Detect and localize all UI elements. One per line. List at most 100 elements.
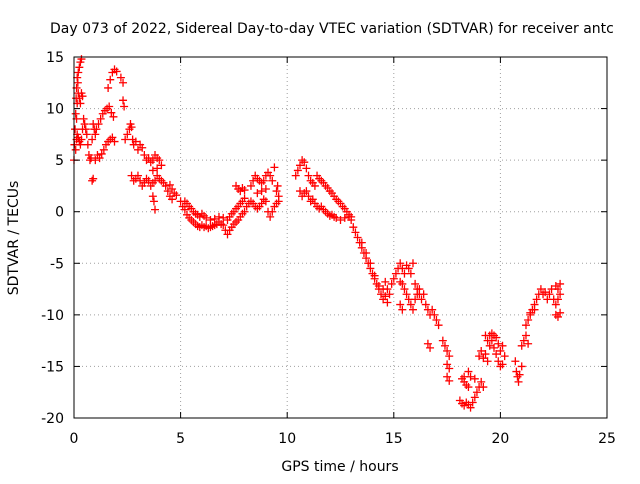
data-point bbox=[536, 285, 545, 294]
data-point bbox=[223, 230, 232, 239]
data-point bbox=[96, 114, 105, 123]
data-points bbox=[70, 55, 565, 412]
data-point bbox=[125, 125, 134, 134]
y-tick-label: 0 bbox=[55, 205, 64, 221]
data-point bbox=[78, 92, 87, 101]
data-point bbox=[106, 75, 115, 84]
data-point bbox=[334, 197, 343, 206]
data-point bbox=[208, 222, 217, 231]
data-point bbox=[71, 109, 80, 118]
data-point bbox=[89, 174, 98, 183]
data-point bbox=[387, 279, 396, 288]
data-point bbox=[368, 269, 377, 278]
data-point bbox=[521, 331, 530, 340]
data-point bbox=[206, 215, 215, 224]
data-point bbox=[92, 125, 101, 134]
data-point bbox=[468, 398, 477, 407]
data-point bbox=[524, 339, 533, 348]
data-point bbox=[127, 123, 136, 132]
data-point bbox=[73, 78, 82, 87]
data-point bbox=[517, 362, 526, 371]
data-point bbox=[144, 154, 153, 163]
data-point bbox=[149, 197, 158, 206]
data-point bbox=[526, 308, 535, 317]
data-point bbox=[142, 174, 151, 183]
data-point bbox=[123, 130, 132, 139]
data-point bbox=[268, 176, 277, 185]
grid-layer bbox=[74, 57, 607, 418]
data-point bbox=[91, 130, 100, 139]
data-point bbox=[77, 135, 86, 144]
data-point bbox=[259, 195, 268, 204]
data-point bbox=[83, 140, 92, 149]
data-point bbox=[240, 207, 249, 216]
data-point bbox=[511, 357, 520, 366]
data-point bbox=[332, 213, 341, 222]
data-point bbox=[492, 350, 501, 359]
data-point bbox=[81, 125, 90, 134]
data-point bbox=[119, 96, 128, 105]
data-point bbox=[121, 135, 130, 144]
data-point bbox=[487, 329, 496, 338]
data-point bbox=[443, 372, 452, 381]
data-point bbox=[496, 346, 505, 355]
data-point bbox=[553, 285, 562, 294]
data-point bbox=[408, 259, 417, 268]
data-point bbox=[383, 298, 392, 307]
data-point bbox=[217, 220, 226, 229]
data-point bbox=[161, 181, 170, 190]
data-point bbox=[532, 295, 541, 304]
data-point bbox=[340, 213, 349, 222]
data-point bbox=[443, 346, 452, 355]
data-point bbox=[402, 290, 411, 299]
data-point bbox=[406, 269, 415, 278]
x-tick-label: 0 bbox=[70, 431, 79, 447]
data-point bbox=[479, 383, 488, 392]
data-point bbox=[347, 215, 356, 224]
data-point bbox=[116, 73, 125, 82]
data-point bbox=[553, 295, 562, 304]
data-point bbox=[556, 290, 565, 299]
data-point bbox=[272, 187, 281, 196]
data-point bbox=[438, 336, 447, 345]
data-point bbox=[82, 130, 91, 139]
y-tick-label: -10 bbox=[41, 308, 64, 324]
data-point bbox=[325, 211, 334, 220]
data-point bbox=[362, 248, 371, 257]
data-point bbox=[131, 137, 140, 146]
data-point bbox=[336, 215, 345, 224]
data-point bbox=[200, 211, 209, 220]
data-point bbox=[112, 67, 121, 76]
data-point bbox=[270, 163, 279, 172]
data-point bbox=[419, 290, 428, 299]
data-point bbox=[300, 158, 309, 167]
x-tick-label: 15 bbox=[385, 431, 403, 447]
data-point bbox=[494, 357, 503, 366]
data-point bbox=[266, 171, 275, 180]
data-point bbox=[148, 192, 157, 201]
data-point bbox=[372, 279, 381, 288]
data-point bbox=[357, 238, 366, 247]
data-point bbox=[88, 135, 97, 144]
data-point bbox=[109, 112, 118, 121]
data-point bbox=[246, 181, 255, 190]
data-point bbox=[79, 114, 88, 123]
data-point bbox=[498, 360, 507, 369]
data-point bbox=[530, 305, 539, 314]
data-point bbox=[105, 102, 114, 111]
x-tick-label: 5 bbox=[176, 431, 185, 447]
data-point bbox=[553, 312, 562, 321]
y-tick-label: -20 bbox=[41, 411, 64, 427]
data-point bbox=[71, 125, 80, 134]
data-point bbox=[483, 336, 492, 345]
data-point bbox=[304, 192, 313, 201]
x-tick-label: 20 bbox=[491, 431, 509, 447]
data-point bbox=[140, 178, 149, 187]
data-point bbox=[485, 341, 494, 350]
data-point bbox=[406, 300, 415, 309]
data-point bbox=[500, 352, 509, 361]
data-point bbox=[75, 63, 84, 72]
data-point bbox=[434, 321, 443, 330]
